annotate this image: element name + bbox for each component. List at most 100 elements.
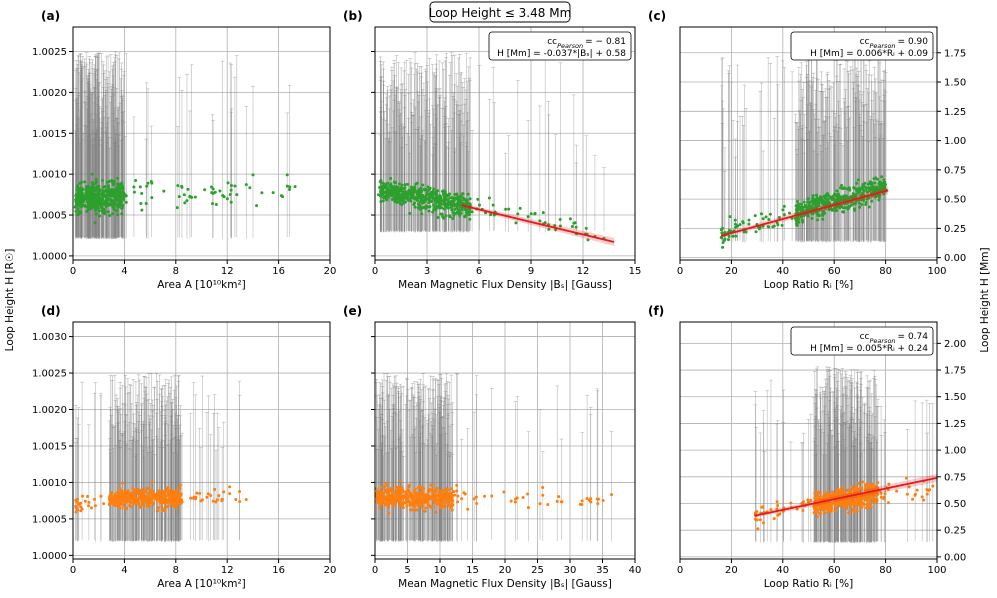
- data-point: [124, 200, 128, 204]
- data-point: [225, 197, 229, 201]
- data-point: [466, 192, 470, 196]
- data-point: [143, 490, 147, 494]
- data-point: [870, 199, 874, 203]
- correlation-text: ccPearson = − 0.81: [547, 37, 626, 50]
- data-point: [413, 197, 417, 201]
- plot-area-e: [375, 373, 614, 542]
- data-point: [868, 180, 872, 184]
- data-point: [811, 194, 815, 198]
- data-point: [122, 195, 126, 199]
- data-point: [394, 186, 398, 190]
- x-tick-label: 20: [725, 266, 738, 277]
- data-point: [806, 214, 810, 218]
- data-point: [379, 190, 383, 194]
- figure-title: Loop Height ≤ 3.48 Mm: [429, 1, 571, 23]
- data-point: [465, 211, 469, 215]
- plot-area-c: [719, 52, 889, 249]
- data-point: [160, 504, 164, 508]
- data-point: [150, 480, 154, 484]
- data-point: [558, 218, 562, 222]
- data-point: [408, 211, 412, 215]
- data-point: [81, 494, 85, 498]
- y-tick-label: 1.0020: [32, 405, 67, 416]
- panel-letter: (c): [648, 9, 666, 23]
- title-box: [429, 1, 571, 23]
- y-tick-label: 1.0020: [32, 88, 67, 99]
- data-point: [178, 497, 182, 501]
- data-point: [435, 195, 439, 199]
- data-point: [120, 481, 124, 485]
- data-point: [538, 502, 542, 506]
- data-point: [416, 206, 420, 210]
- data-point: [163, 501, 167, 505]
- data-point: [865, 190, 869, 194]
- data-point: [826, 200, 830, 204]
- data-point: [108, 214, 112, 218]
- data-point: [99, 494, 103, 498]
- data-point: [144, 201, 148, 205]
- data-point: [430, 200, 434, 204]
- data-point: [448, 214, 452, 218]
- data-point: [214, 202, 218, 206]
- data-point: [79, 196, 83, 200]
- data-point: [215, 498, 219, 502]
- data-point: [782, 204, 786, 208]
- data-point: [736, 224, 740, 228]
- data-point: [93, 504, 97, 508]
- data-point: [437, 197, 441, 201]
- data-point: [840, 196, 844, 200]
- data-point: [121, 204, 125, 208]
- data-point: [796, 208, 800, 212]
- data-point: [235, 193, 239, 197]
- data-point: [723, 237, 727, 241]
- points-a: [73, 172, 297, 225]
- data-point: [422, 187, 426, 191]
- data-point: [727, 234, 731, 238]
- data-point: [878, 184, 882, 188]
- data-point: [86, 494, 90, 498]
- plot-area-a: [73, 51, 297, 240]
- data-point: [443, 198, 447, 202]
- data-point: [140, 208, 144, 212]
- data-point: [761, 217, 765, 221]
- data-point: [461, 192, 465, 196]
- data-point: [456, 195, 460, 199]
- y-tick-label: 1.50: [944, 78, 966, 89]
- data-point: [442, 202, 446, 206]
- data-point: [384, 182, 388, 186]
- data-point: [453, 203, 457, 207]
- data-point: [78, 181, 82, 185]
- y-tick-label: 0.25: [944, 224, 966, 235]
- data-point: [875, 177, 879, 181]
- data-point: [421, 183, 425, 187]
- data-point: [849, 200, 853, 204]
- data-point: [102, 194, 106, 198]
- x-tick-label: 16: [272, 565, 285, 576]
- data-point: [110, 499, 114, 503]
- error-bars-d: [73, 373, 242, 542]
- data-point: [287, 187, 291, 191]
- data-point: [379, 187, 383, 191]
- data-point: [163, 509, 167, 513]
- data-point: [116, 176, 120, 180]
- data-point: [119, 192, 123, 196]
- data-point: [432, 192, 436, 196]
- data-point: [797, 217, 801, 221]
- data-point: [127, 491, 131, 495]
- fit-line: [461, 204, 615, 243]
- data-point: [871, 189, 875, 193]
- data-point: [211, 202, 215, 206]
- x-tick-label: 20: [324, 266, 337, 277]
- data-point: [406, 195, 410, 199]
- data-point: [574, 225, 578, 229]
- data-point: [416, 194, 420, 198]
- data-point: [816, 218, 820, 222]
- data-point: [879, 188, 883, 192]
- data-point: [838, 198, 842, 202]
- data-point: [434, 190, 438, 194]
- data-point: [80, 187, 84, 191]
- y-tick-label: 1.0005: [32, 211, 67, 222]
- data-point: [795, 210, 799, 214]
- data-point: [83, 180, 87, 184]
- data-point: [194, 495, 198, 499]
